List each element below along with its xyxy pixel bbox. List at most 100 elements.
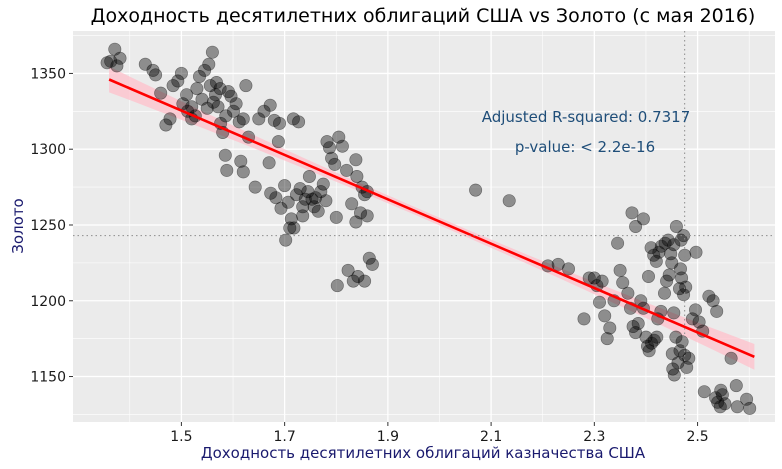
data-point — [227, 104, 241, 118]
data-point — [639, 330, 653, 344]
data-point — [281, 195, 295, 209]
data-point — [675, 335, 689, 349]
data-point — [600, 332, 614, 346]
data-point — [679, 280, 693, 294]
data-point — [236, 112, 250, 126]
data-point — [292, 115, 306, 129]
regression-line — [108, 78, 755, 359]
data-point — [702, 289, 716, 303]
data-point — [289, 188, 303, 202]
data-point — [743, 401, 757, 415]
y-tick-label: 1350 — [30, 66, 66, 82]
x-tick-label: 1.5 — [170, 429, 192, 445]
data-points — [100, 42, 757, 415]
data-point — [274, 201, 288, 215]
data-point — [252, 112, 266, 126]
y-tick-label: 1250 — [30, 218, 66, 234]
data-point — [267, 113, 281, 127]
data-point — [647, 333, 661, 347]
data-point — [582, 271, 596, 285]
data-point — [587, 271, 601, 285]
data-point — [229, 97, 243, 111]
data-point — [329, 210, 343, 224]
data-point — [296, 209, 310, 223]
data-point — [206, 95, 220, 109]
data-point — [665, 347, 679, 361]
data-point — [660, 274, 674, 288]
data-point — [616, 276, 630, 290]
data-point — [154, 86, 168, 100]
data-point — [205, 45, 219, 59]
data-point — [198, 63, 212, 77]
data-point — [287, 221, 301, 235]
p-value-annotation: p-value: < 2.2e-16 — [515, 138, 655, 156]
data-point — [346, 274, 360, 288]
data-point — [108, 42, 122, 56]
data-point — [636, 212, 650, 226]
x-axis-title: Доходность десятилетних облигаций казнач… — [201, 444, 646, 462]
data-point — [330, 279, 344, 293]
x-tick-label: 1.7 — [273, 429, 295, 445]
data-point — [248, 180, 262, 194]
x-axis-ticks: 1.5 1.7 1.9 2.1 2.3 2.5 — [170, 422, 709, 445]
data-point — [279, 233, 293, 247]
data-point — [641, 269, 655, 283]
data-point — [669, 220, 683, 234]
x-tick-label: 2.5 — [686, 429, 708, 445]
data-point — [730, 400, 744, 414]
data-point — [322, 141, 336, 155]
data-point — [711, 395, 725, 409]
data-point — [669, 330, 683, 344]
y-tick-label: 1200 — [30, 294, 66, 310]
r-squared-annotation: Adjusted R-squared: 0.7317 — [482, 108, 691, 126]
data-point — [561, 262, 575, 276]
data-point — [664, 247, 678, 261]
data-point — [307, 200, 321, 214]
data-point — [202, 57, 216, 71]
data-point — [138, 57, 152, 71]
data-point — [293, 182, 307, 196]
data-point — [104, 54, 118, 68]
data-point — [469, 183, 483, 197]
data-point — [724, 351, 738, 365]
data-point — [219, 109, 233, 123]
data-point — [706, 294, 720, 308]
data-point — [665, 256, 679, 270]
data-point — [269, 191, 283, 205]
data-point — [666, 362, 680, 376]
data-point — [360, 209, 374, 223]
data-point — [193, 70, 207, 84]
data-point — [146, 63, 160, 77]
data-point — [595, 274, 609, 288]
data-point — [271, 135, 285, 149]
data-point — [625, 206, 639, 220]
data-point — [100, 56, 114, 70]
data-point — [667, 368, 681, 382]
data-point — [358, 274, 372, 288]
y-tick-label: 1300 — [30, 142, 66, 158]
data-point — [644, 241, 658, 255]
data-point — [149, 68, 163, 82]
data-point — [319, 194, 333, 208]
data-point — [626, 319, 640, 333]
data-point — [647, 248, 661, 262]
data-point — [740, 392, 754, 406]
data-point — [551, 257, 565, 271]
data-point — [218, 148, 232, 162]
data-point — [221, 85, 235, 99]
data-point — [709, 391, 723, 405]
data-point — [272, 116, 286, 130]
data-point — [234, 154, 248, 168]
data-point — [661, 233, 675, 247]
data-point — [667, 306, 681, 320]
data-point — [320, 135, 334, 149]
data-point — [657, 286, 671, 300]
data-point — [673, 262, 687, 276]
data-point — [171, 74, 185, 88]
data-point — [682, 351, 696, 365]
data-point — [305, 192, 319, 206]
data-point — [671, 356, 685, 370]
data-point — [159, 118, 173, 132]
data-point — [673, 344, 687, 358]
y-tick-label: 1150 — [30, 370, 66, 386]
